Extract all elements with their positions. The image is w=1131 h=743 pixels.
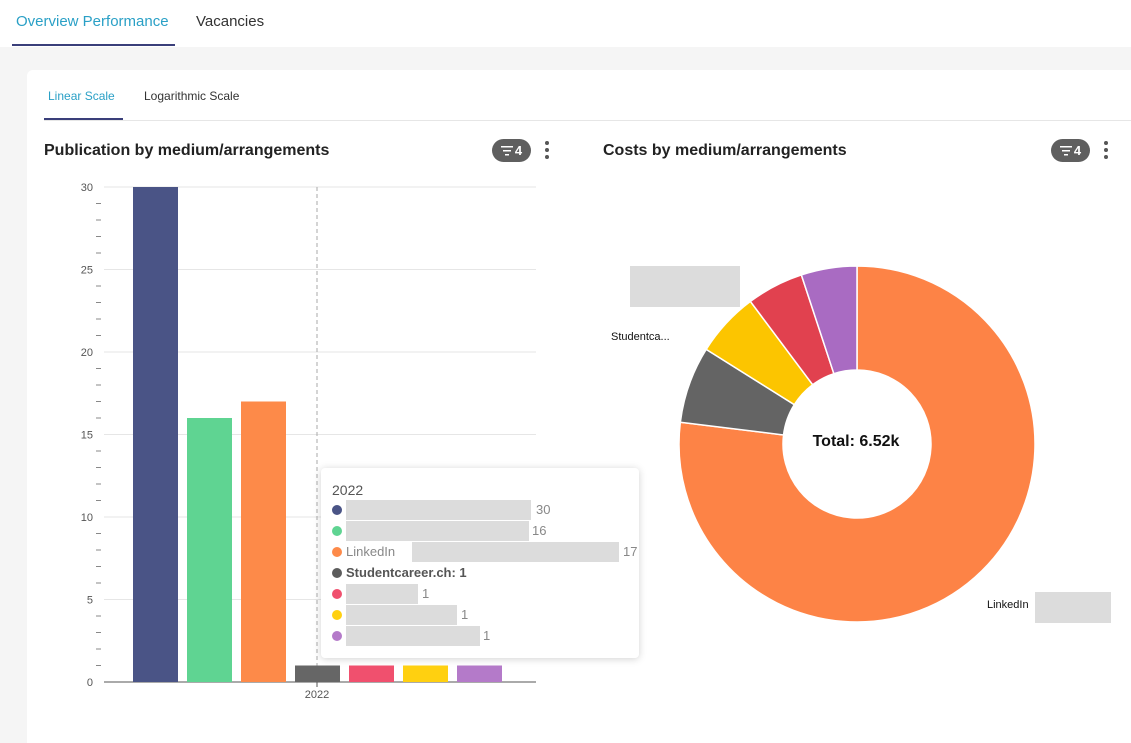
tooltip-value: 30 <box>536 502 551 517</box>
series-color-dot <box>332 505 342 515</box>
bar[interactable] <box>187 418 232 682</box>
series-color-dot <box>332 526 342 536</box>
redacted-label <box>346 521 529 541</box>
active-tab-indicator <box>12 44 175 46</box>
tooltip-row: 1 <box>332 626 632 646</box>
tooltip-row: 1 <box>332 605 632 625</box>
tooltip-value: 1 <box>483 628 491 643</box>
bar[interactable] <box>457 665 502 683</box>
tooltip-value: 16 <box>532 523 547 538</box>
donut-chart <box>678 265 1036 623</box>
bar-chart-filter-button[interactable]: 4 <box>492 139 531 162</box>
bar[interactable] <box>349 665 394 683</box>
top-tab-bar: Overview Performance Vacancies <box>0 0 1131 47</box>
tab-linear-scale[interactable]: Linear Scale <box>48 89 115 103</box>
bar-chart-tooltip: 2022 30 16 LinkedIn 17 Studentcareer.ch:… <box>321 468 639 658</box>
redacted-label <box>346 500 531 520</box>
y-tick-label: 10 <box>81 512 93 524</box>
y-tick-label: 25 <box>81 265 93 277</box>
donut-chart-more-icon[interactable] <box>1101 140 1111 160</box>
series-color-dot <box>332 631 342 641</box>
tooltip-label: LinkedIn <box>346 544 396 559</box>
tab-logarithmic-scale[interactable]: Logarithmic Scale <box>144 89 240 103</box>
donut-chart-title: Costs by medium/arrangements <box>603 142 847 159</box>
series-color-dot <box>332 589 342 599</box>
redacted-label <box>346 584 418 604</box>
donut-slice[interactable] <box>800 265 858 375</box>
series-color-dot <box>332 568 342 578</box>
y-tick-label: 5 <box>87 595 93 607</box>
y-tick-label: 20 <box>81 347 93 359</box>
tab-overview-performance[interactable]: Overview Performance <box>16 13 169 30</box>
divider <box>44 120 1131 121</box>
redacted-label <box>412 542 619 562</box>
series-color-dot <box>332 610 342 620</box>
redacted-label <box>346 626 480 646</box>
tooltip-title: 2022 <box>332 482 364 498</box>
donut-chart-filter-count: 4 <box>1073 143 1082 158</box>
donut-chart-filter-button[interactable]: 4 <box>1051 139 1090 162</box>
bar-chart-filter-count: 4 <box>514 143 523 158</box>
redacted-label <box>1035 592 1111 623</box>
donut-label-linkedin: LinkedIn <box>987 599 1029 611</box>
active-subtab-indicator <box>44 118 123 120</box>
y-tick-label: 0 <box>87 677 93 689</box>
tooltip-row: 1 <box>332 584 632 604</box>
tooltip-row: 16 <box>332 521 632 541</box>
bar-chart-more-icon[interactable] <box>542 140 552 160</box>
tooltip-label: Studentcareer.ch: 1 <box>346 565 467 580</box>
tooltip-row: LinkedIn 17 <box>332 542 637 562</box>
tooltip-row: Studentcareer.ch: 1 <box>332 563 632 583</box>
bar[interactable] <box>133 187 178 682</box>
bar-chart: 0 5 10 15 20 25 30 2022 <box>81 182 536 701</box>
donut-label-studentcareer: Studentca... <box>611 331 670 343</box>
tooltip-value: 1 <box>461 607 469 622</box>
bar[interactable] <box>295 665 340 683</box>
donut-total: Total: 6.52k <box>812 433 900 450</box>
y-tick-label: 15 <box>81 430 93 442</box>
redacted-label <box>346 605 457 625</box>
tooltip-value: 1 <box>422 586 430 601</box>
redacted-label <box>630 266 740 307</box>
tooltip-row: 30 <box>332 500 632 520</box>
bar-chart-title: Publication by medium/arrangements <box>44 142 330 159</box>
filter-icon <box>1059 145 1072 155</box>
y-tick-label: 30 <box>81 182 93 194</box>
filter-icon <box>500 145 513 155</box>
x-tick-label: 2022 <box>305 689 329 701</box>
tooltip-value: 17 <box>623 544 638 559</box>
bar[interactable] <box>403 665 448 683</box>
bar[interactable] <box>241 401 286 683</box>
series-color-dot <box>332 547 342 557</box>
donut-slice[interactable] <box>678 265 1036 623</box>
tab-vacancies[interactable]: Vacancies <box>196 13 265 30</box>
